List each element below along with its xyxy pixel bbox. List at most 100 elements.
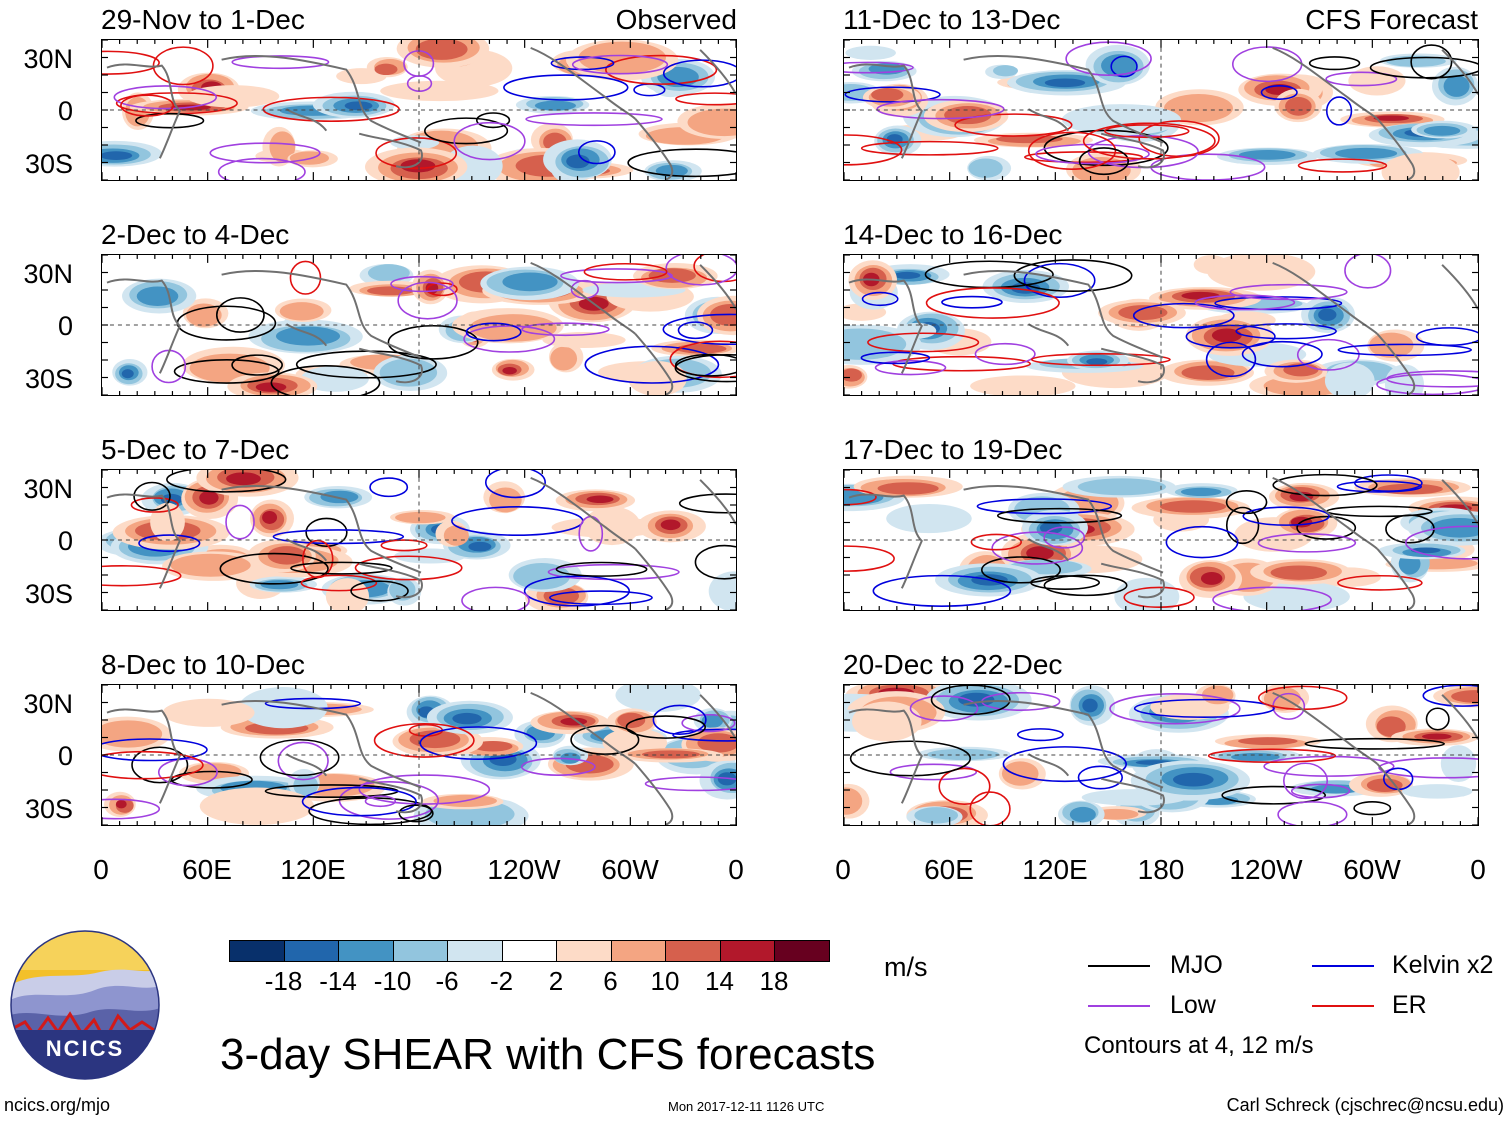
- contour-line: [1207, 748, 1337, 763]
- x-label: 120E: [280, 854, 346, 885]
- shear-shading: [877, 482, 939, 495]
- contour-line: [1225, 490, 1268, 515]
- colorbar-swatch: [610, 940, 666, 962]
- colorbar-swatch: [665, 940, 721, 962]
- coastline: [106, 63, 181, 159]
- colorbar-swatch: [392, 940, 448, 962]
- coastline: [221, 700, 422, 789]
- coastline: [699, 694, 736, 740]
- y-label-0: 0: [57, 526, 73, 556]
- contour-line: [1272, 473, 1378, 497]
- contour-line: [560, 268, 673, 284]
- shear-shading: [502, 366, 517, 375]
- ncics-logo: NCICS: [10, 930, 160, 1080]
- shear-shading: [366, 286, 414, 296]
- contour-line: [872, 574, 1012, 607]
- panel-title-1: 29-Nov to 1-Dec: [101, 4, 305, 35]
- coastline: [530, 691, 636, 765]
- shear-shading: [628, 361, 687, 395]
- contour-line: [860, 140, 999, 156]
- contour-line: [1002, 746, 1127, 783]
- shear-shading: [400, 159, 436, 173]
- shear-shading: [1423, 125, 1461, 136]
- contour-line: [849, 740, 972, 777]
- contour-line: [130, 497, 179, 513]
- contour-line: [1290, 783, 1351, 799]
- x-label: 0: [93, 854, 109, 885]
- shear-shading: [260, 580, 299, 590]
- shear-shading: [1069, 806, 1096, 823]
- x-label: 60W: [1343, 854, 1401, 885]
- shear-shading: [1200, 572, 1223, 585]
- panel-forecast-2: [843, 254, 1479, 396]
- contour-line: [1221, 785, 1327, 805]
- shear-shading: [344, 101, 373, 111]
- contour-line: [876, 98, 1005, 120]
- coastline: [285, 538, 328, 562]
- coastline: [1100, 562, 1165, 599]
- contour-line: [844, 134, 903, 166]
- contour-line: [1024, 151, 1144, 164]
- y-label-30n: 30N: [23, 689, 73, 719]
- observed-header: Observed: [615, 4, 737, 35]
- contour-line: [302, 539, 334, 579]
- footer-website[interactable]: ncics.org/mjo: [4, 1095, 111, 1115]
- coastline: [699, 264, 736, 310]
- coastline: [358, 777, 423, 814]
- contour-line: [909, 695, 979, 722]
- coastline: [1272, 46, 1378, 120]
- shear-shading: [186, 85, 280, 108]
- contour-line: [860, 351, 931, 365]
- contour-line: [1260, 85, 1298, 100]
- contour-line: [358, 774, 491, 805]
- shear-shading: [1238, 737, 1298, 746]
- shear-shading: [566, 154, 590, 169]
- contour-line: [1378, 757, 1478, 779]
- shear-shading: [395, 511, 446, 524]
- contour-line: [1376, 373, 1478, 395]
- contour-line: [390, 275, 454, 293]
- shear-field: [102, 40, 736, 180]
- shear-shading: [1373, 115, 1409, 121]
- shear-shading: [267, 546, 306, 565]
- contour-line: [969, 791, 1011, 825]
- contour-line: [627, 148, 736, 178]
- shear-shading: [617, 712, 646, 728]
- contour-line: [231, 354, 283, 376]
- contour-line: [397, 281, 458, 320]
- contour-line: [1297, 158, 1388, 173]
- contour-line: [102, 798, 161, 820]
- mjo-legend-label: MJO: [1170, 951, 1223, 979]
- shear-shading: [115, 799, 127, 809]
- contour-line: [1337, 574, 1423, 591]
- x-label: 60E: [924, 854, 974, 885]
- panel-title-3: 5-Dec to 7-Dec: [101, 434, 290, 465]
- contour-line: [970, 533, 1022, 551]
- shear-shading: [199, 490, 219, 505]
- contour-line: [173, 359, 280, 384]
- contour-line: [102, 738, 208, 762]
- panel-forecast-4: [843, 684, 1479, 826]
- shear-shading: [996, 134, 1063, 144]
- contour-line: [1043, 129, 1169, 167]
- colorbar-swatch: [229, 940, 285, 962]
- shear-shading: [367, 264, 410, 282]
- contour-line: [1205, 341, 1257, 378]
- contour-line: [1242, 506, 1330, 526]
- y-label-30s: 30S: [24, 149, 73, 179]
- shear-shading: [914, 807, 959, 824]
- contour-line: [225, 504, 255, 540]
- shear-shading: [1159, 500, 1227, 513]
- contour-line: [135, 112, 205, 129]
- contour-line: [1043, 526, 1086, 549]
- x-label: 180: [395, 854, 443, 885]
- colorbar-swatch: [447, 940, 503, 962]
- contour-line: [674, 353, 736, 377]
- footer-author: Carl Schreck (cjschrec@ncsu.edu): [1226, 1095, 1504, 1115]
- contour-line: [290, 561, 393, 575]
- contour-line: [1165, 525, 1239, 559]
- shear-shading: [1039, 521, 1063, 535]
- colorbar-swatch: [556, 940, 612, 962]
- shear-shading: [1044, 78, 1086, 88]
- coastline: [285, 108, 328, 132]
